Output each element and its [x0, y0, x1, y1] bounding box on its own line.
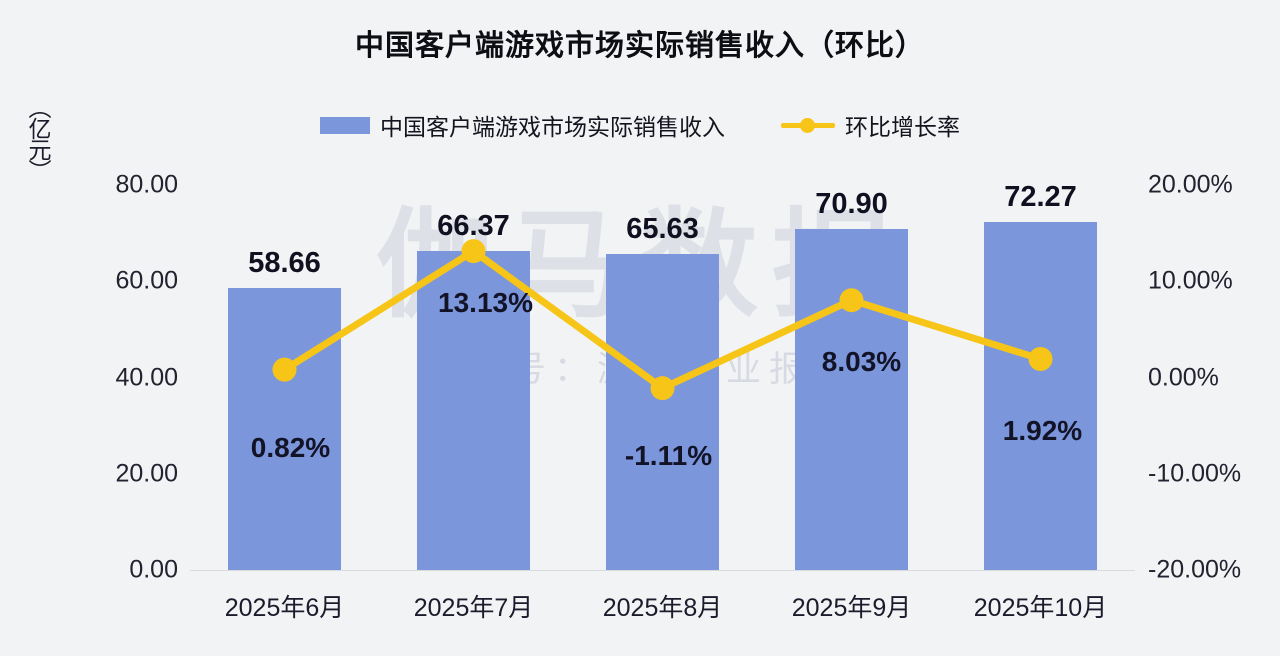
page-title: 中国客户端游戏市场实际销售收入（环比） — [354, 30, 925, 62]
line-point-2025年10月[interactable] — [1028, 347, 1053, 372]
bar-value-label: 70.90 — [815, 187, 888, 220]
bar-swatch-icon — [320, 116, 370, 134]
legend-label-bar-series: 中国客户端游戏市场实际销售收入 — [380, 114, 725, 140]
line-layer — [190, 185, 1135, 570]
x-axis-baseline — [190, 570, 1135, 571]
x-axis-labels: 2025年6月 2025年7月 2025年8月 2025年9月 2025年10月 — [190, 588, 1135, 632]
y-axis-left-tick: 80.00 — [115, 170, 178, 199]
legend-label-line-series: 环比增长率 — [845, 114, 960, 140]
bar-2025年8月[interactable] — [606, 254, 719, 570]
bar-value-label: 66.37 — [437, 209, 510, 242]
bar-2025年9月[interactable] — [795, 228, 908, 570]
line-point-2025年6月[interactable] — [272, 357, 297, 382]
bar-2025年7月[interactable] — [417, 250, 530, 570]
line-point-2025年9月[interactable] — [839, 288, 864, 313]
y-axis-unit-label: （亿元） — [25, 96, 51, 180]
growth-rate-label: 8.03% — [821, 346, 902, 378]
y-axis-left-tick: 40.00 — [115, 363, 178, 391]
growth-line-svg — [272, 239, 1053, 401]
y-axis-right-tick: -20.00% — [1148, 555, 1242, 584]
data-labels-layer: 58.66 66.37 65.63 70.90 72.27 0.82% 13.13% -1.1… — [190, 181, 1135, 570]
growth-rate-label: -1.11% — [624, 440, 713, 472]
y-axis-left-tick: 60.00 — [115, 266, 178, 295]
x-axis-label: 2025年9月 — [791, 594, 912, 622]
bar-value-label: 65.63 — [626, 213, 699, 246]
growth-rate-label: 13.13% — [438, 287, 533, 319]
line-point-2025年8月[interactable] — [650, 376, 675, 401]
line-marker-icon — [781, 116, 835, 134]
legend-item-bar-series[interactable]: 中国客户端游戏市场实际销售收入 — [320, 108, 725, 142]
legend-item-line-series[interactable]: 环比增长率 — [781, 108, 960, 142]
y-axis-right-tick: -10.00% — [1148, 459, 1242, 488]
y-axis-right: -20.00% -10.00% 0.00% 10.00% 20.00% — [1148, 171, 1268, 584]
y-axis-right-tick: 0.00% — [1148, 363, 1219, 391]
growth-rate-label: 0.82% — [250, 431, 331, 463]
growth-line-markers — [272, 239, 1053, 401]
growth-rate-label: 1.92% — [1002, 415, 1083, 447]
x-axis-label: 2025年8月 — [602, 594, 723, 622]
line-point-2025年7月[interactable] — [461, 239, 486, 264]
bar-2025年10月[interactable] — [984, 222, 1097, 570]
bar-2025年6月[interactable] — [228, 287, 341, 570]
y-axis-right-tick: 10.00% — [1148, 266, 1233, 295]
x-axis-label: 2025年7月 — [413, 594, 534, 622]
plot-area: 58.66 66.37 65.63 70.90 72.27 0.82% 13.13% -1.1… — [190, 181, 1135, 570]
bars-layer — [190, 185, 1135, 570]
y-axis-left-tick: 0.00 — [129, 555, 178, 584]
bar-value-label: 58.66 — [248, 246, 321, 279]
bar-value-label: 72.27 — [1004, 181, 1077, 214]
chart-legend: 中国客户端游戏市场实际销售收入 环比增长率 — [0, 108, 1280, 142]
y-axis-right-tick: 20.00% — [1148, 170, 1233, 199]
y-axis-left-tick: 20.00 — [115, 459, 178, 488]
y-axis-left: 0.00 20.00 40.00 60.00 80.00 — [58, 171, 178, 584]
x-axis-label: 2025年6月 — [224, 594, 345, 622]
x-axis-label: 2025年10月 — [973, 594, 1108, 622]
